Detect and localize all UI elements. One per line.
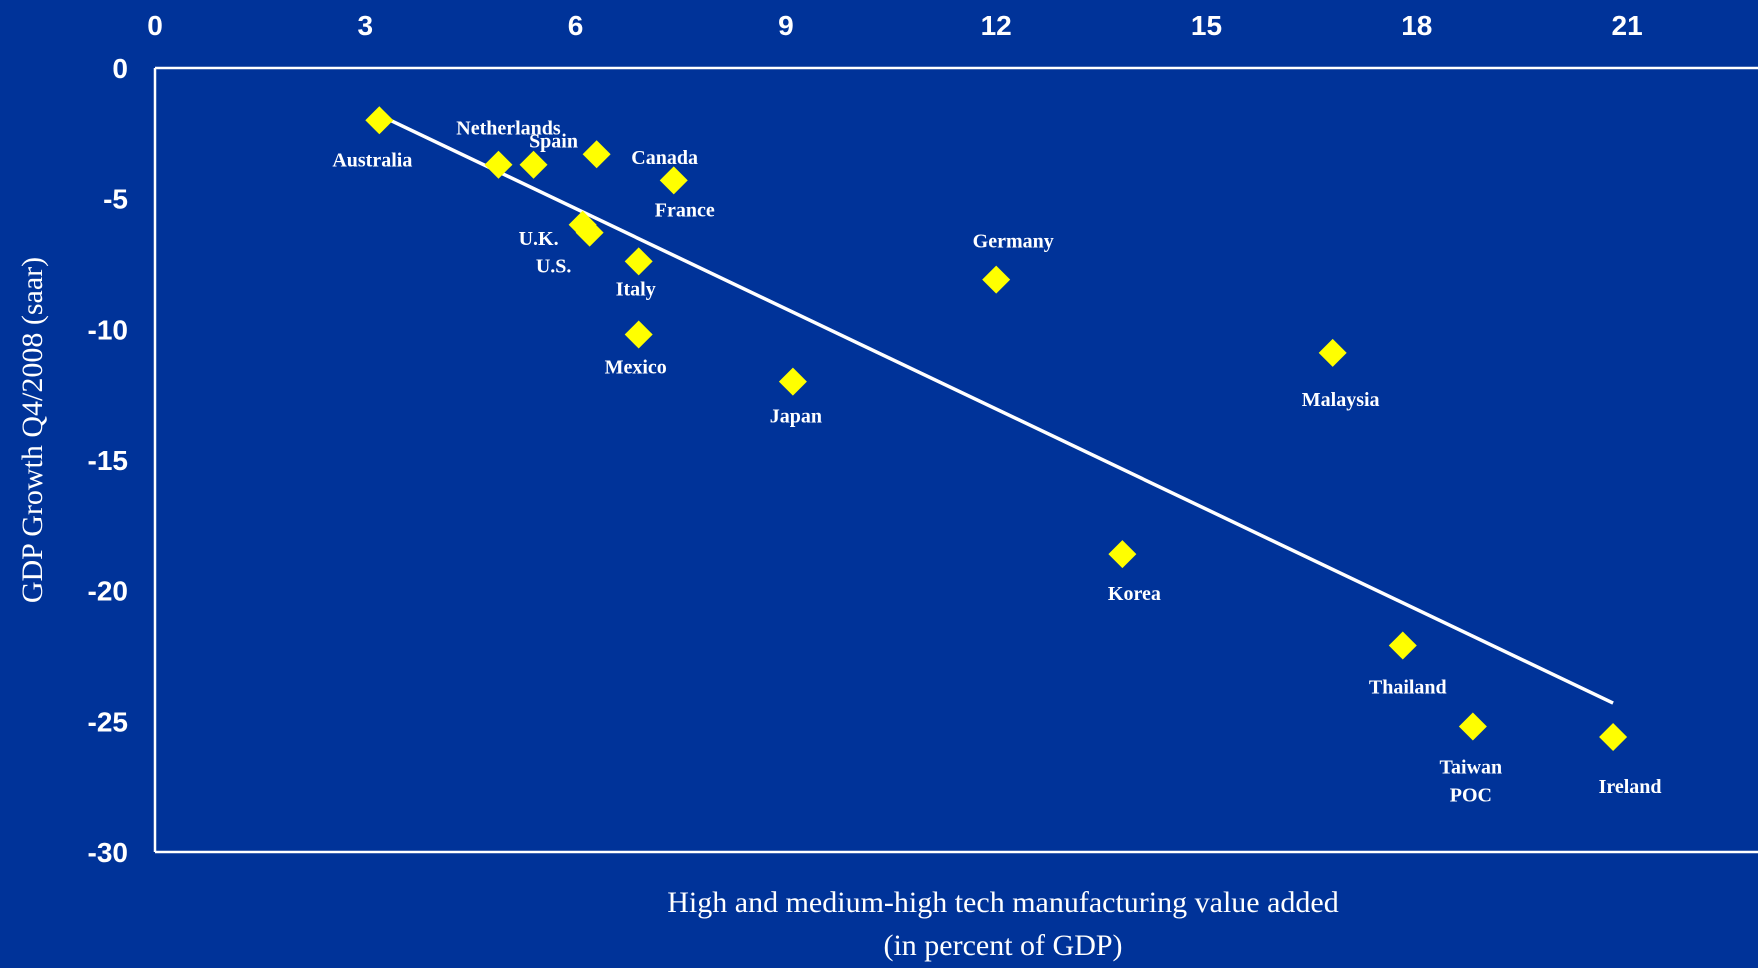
- data-point: [1458, 712, 1487, 741]
- trendline: [378, 113, 1614, 705]
- point-label: Spain: [529, 131, 578, 153]
- y-tick-label: -20: [88, 576, 128, 607]
- point-label: Italy: [616, 278, 656, 300]
- point-label: U.S.: [536, 256, 572, 278]
- data-point: [624, 320, 653, 349]
- points-group: [365, 106, 1628, 752]
- x-tick-label: 0: [147, 10, 163, 41]
- data-point: [1388, 631, 1417, 660]
- data-point: [624, 247, 653, 276]
- axes: [153, 66, 1758, 854]
- point-label: Korea: [1108, 583, 1161, 605]
- y-tick-label: -10: [88, 314, 128, 345]
- data-point: [659, 166, 688, 195]
- point-label: POC: [1450, 785, 1492, 807]
- y-tick-label: -15: [88, 445, 128, 476]
- plot-area: [155, 68, 1758, 852]
- point-label: Japan: [770, 406, 822, 428]
- x-axis-title-line-2: (in percent of GDP): [883, 929, 1122, 962]
- data-point: [582, 140, 611, 169]
- x-tick-label: 21: [1612, 10, 1643, 41]
- data-point: [982, 265, 1011, 294]
- point-label: France: [655, 199, 715, 221]
- y-tick-label: -5: [103, 184, 128, 215]
- x-tick-label: 6: [568, 10, 584, 41]
- y-tick-label: -25: [88, 706, 128, 737]
- x-tick-label: 9: [778, 10, 794, 41]
- data-point: [778, 367, 807, 396]
- x-axis-title-line-1: High and medium-high tech manufacturing …: [667, 886, 1338, 919]
- x-tick-label: 15: [1191, 10, 1222, 41]
- point-label: Mexico: [605, 357, 667, 379]
- data-point: [1599, 723, 1628, 752]
- data-point: [365, 106, 394, 135]
- point-label: Netherlands: [456, 118, 561, 140]
- x-tick-label: 12: [981, 10, 1012, 41]
- point-label: Ireland: [1599, 776, 1662, 798]
- data-point: [484, 150, 513, 179]
- point-label: Germany: [973, 231, 1054, 253]
- point-label: Malaysia: [1302, 389, 1380, 411]
- tick-labels: 0 3 6 9 12 15 18 21 0 -5 -10 -15 -20 -25 -30: [88, 10, 1643, 868]
- point-label: U.K.: [519, 228, 559, 250]
- y-tick-label: -30: [88, 837, 128, 868]
- x-tick-label: 18: [1401, 10, 1432, 41]
- point-label: Thailand: [1369, 677, 1447, 699]
- point-label: Canada: [631, 147, 698, 169]
- data-point: [1108, 540, 1137, 569]
- x-tick-label: 3: [358, 10, 374, 41]
- data-point: [575, 218, 604, 247]
- point-label: Taiwan: [1440, 757, 1503, 779]
- data-point: [519, 150, 548, 179]
- y-axis-title: GDP Growth Q4/2008 (saar): [16, 257, 49, 603]
- data-point: [1318, 338, 1347, 367]
- point-label: Australia: [332, 149, 412, 171]
- y-tick-label: 0: [112, 53, 128, 84]
- trendline-group: [378, 113, 1614, 705]
